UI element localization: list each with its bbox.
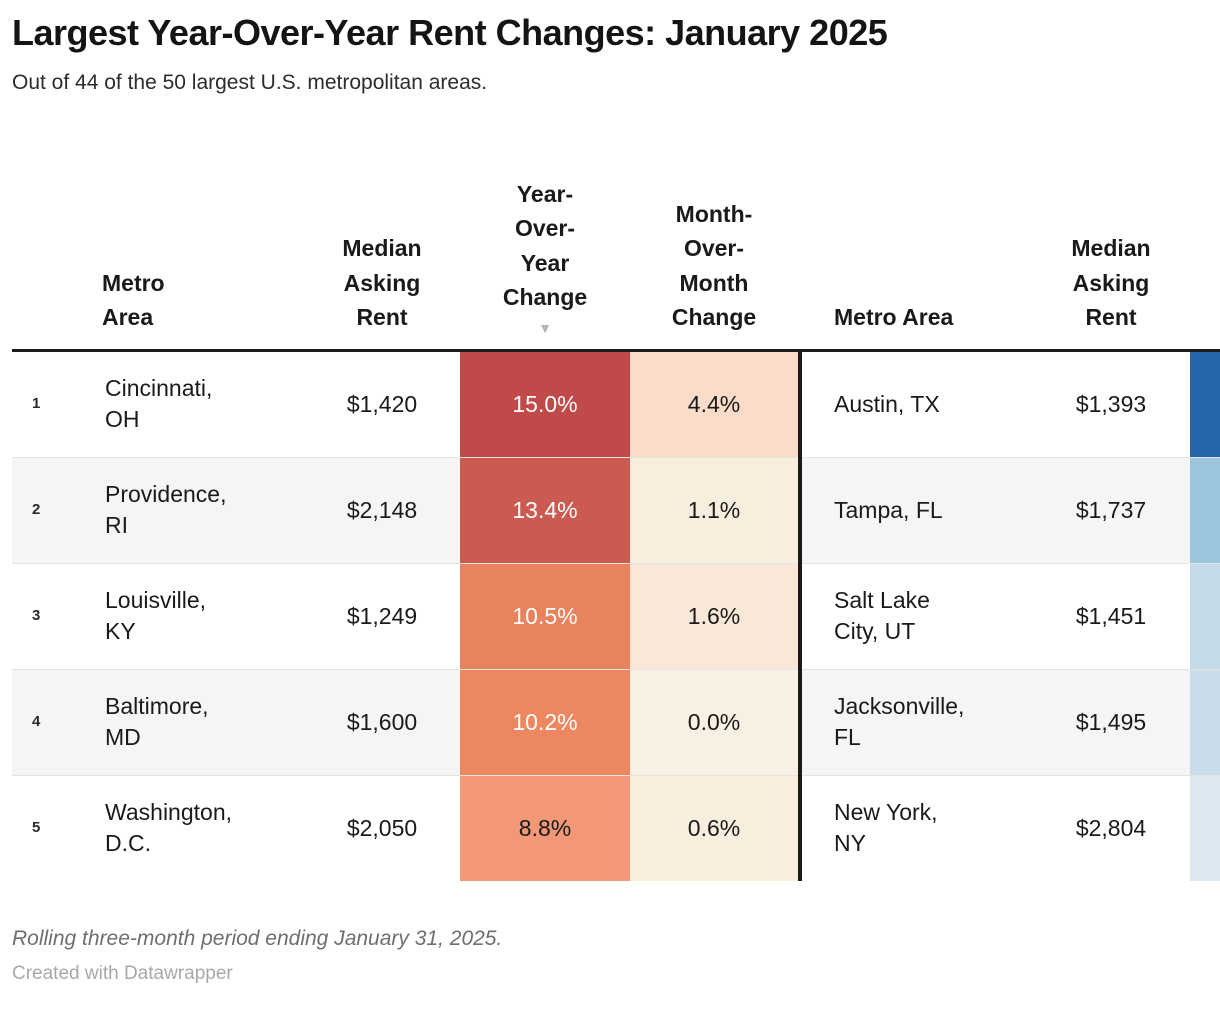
col-header-yoy-right-cut: [1190, 335, 1220, 349]
yoy-change-cell-right: [1190, 563, 1220, 669]
rank-cell: 4: [32, 713, 41, 731]
sort-desc-icon: ▼: [538, 319, 552, 336]
rent-cell-right: $2,804: [1075, 814, 1147, 841]
metro-cell: Washington, D.C.: [105, 799, 232, 857]
mom-change-cell: 1.1%: [630, 457, 798, 563]
rank-cell: 3: [32, 607, 41, 625]
rent-cell-right: $1,495: [1075, 708, 1147, 735]
datawrapper-attribution: Created with Datawrapper: [12, 962, 233, 984]
yoy-change-cell-right: [1190, 351, 1220, 457]
col-header-mom[interactable]: Month- Over- Month Change: [671, 200, 757, 331]
yoy-change-cell: 8.8%: [460, 775, 630, 881]
metro-cell: Cincinnati, OH: [105, 375, 213, 433]
table-header-row: Metro Area Median Asking Rent Year- Over…: [12, 117, 1220, 352]
mom-change-cell: 0.6%: [630, 775, 798, 881]
table-row: 4 Baltimore, MD $1,600 10.2% 0.0% Jackso…: [12, 668, 1220, 775]
rent-cell: $2,148: [346, 496, 418, 523]
metro-cell: Louisville, KY: [105, 587, 206, 645]
mom-change-cell: 4.4%: [630, 351, 798, 457]
mom-change-cell: 0.0%: [630, 669, 798, 775]
metro-cell-right: Austin, TX: [834, 390, 940, 417]
page-subtitle: Out of 44 of the 50 largest U.S. metropo…: [12, 71, 488, 95]
rent-cell: $1,420: [346, 390, 418, 417]
table-body: 1 Cincinnati, OH $1,420 15.0% 4.4% Austi…: [12, 351, 1220, 881]
rent-cell: $2,050: [346, 814, 418, 841]
metro-cell: Providence, RI: [105, 481, 227, 539]
table-row: 3 Louisville, KY $1,249 10.5% 1.6% Salt …: [12, 562, 1220, 669]
mom-change-cell: 1.6%: [630, 563, 798, 669]
table-row: 1 Cincinnati, OH $1,420 15.0% 4.4% Austi…: [12, 351, 1220, 457]
col-header-metro-left[interactable]: Metro Area: [102, 269, 165, 331]
yoy-change-cell-right: [1190, 669, 1220, 775]
rent-table: Metro Area Median Asking Rent Year- Over…: [12, 117, 1220, 881]
col-header-yoy[interactable]: Year- Over- Year Change ▼: [460, 177, 630, 349]
rent-cell-right: $1,451: [1075, 602, 1147, 629]
metro-cell-right: New York, NY: [834, 799, 938, 857]
col-header-yoy-label: Year- Over- Year Change: [502, 180, 588, 311]
yoy-change-cell-right: [1190, 775, 1220, 881]
rent-cell-right: $1,737: [1075, 496, 1147, 523]
yoy-change-cell-right: [1190, 457, 1220, 563]
yoy-change-cell: 10.5%: [460, 563, 630, 669]
yoy-change-cell: 13.4%: [460, 457, 630, 563]
yoy-change-cell: 10.2%: [460, 669, 630, 775]
rank-cell: 2: [32, 501, 41, 519]
metro-cell: Baltimore, MD: [105, 693, 209, 751]
rent-cell-right: $1,393: [1075, 390, 1147, 417]
metro-cell-right: Tampa, FL: [834, 496, 943, 523]
col-header-rank: [12, 335, 102, 349]
page-title: Largest Year-Over-Year Rent Changes: Jan…: [12, 12, 888, 53]
table-group-divider: [798, 351, 802, 881]
col-header-metro-right[interactable]: Metro Area: [834, 304, 954, 331]
metro-cell-right: Jacksonville, FL: [834, 693, 965, 751]
col-header-rent-left[interactable]: Median Asking Rent: [342, 235, 422, 331]
yoy-change-cell: 15.0%: [460, 351, 630, 457]
rank-cell: 1: [32, 395, 41, 413]
rent-cell: $1,600: [346, 708, 418, 735]
rent-cell: $1,249: [346, 602, 418, 629]
col-header-rent-right[interactable]: Median Asking Rent: [1071, 235, 1151, 331]
metro-cell-right: Salt Lake City, UT: [834, 587, 930, 645]
table-row: 2 Providence, RI $2,148 13.4% 1.1% Tampa…: [12, 456, 1220, 563]
rank-cell: 5: [32, 819, 41, 837]
table-footnote: Rolling three-month period ending Januar…: [12, 926, 503, 950]
table-row: 5 Washington, D.C. $2,050 8.8% 0.6% New …: [12, 774, 1220, 881]
